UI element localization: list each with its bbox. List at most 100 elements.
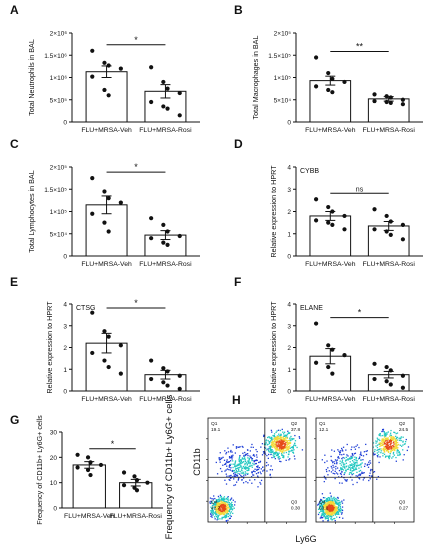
event-dot: [347, 459, 349, 461]
event-dot: [239, 446, 241, 448]
event-dot: [234, 462, 236, 465]
event-dot: [228, 501, 231, 504]
event-dot: [257, 466, 259, 468]
event-dot: [286, 437, 289, 439]
event-dot: [275, 441, 278, 443]
event-dot: [290, 446, 293, 449]
event-dot: [280, 434, 282, 436]
event-dot: [273, 444, 276, 446]
event-dot: [216, 516, 219, 518]
event-dot: [280, 433, 282, 435]
event-dot: [399, 444, 401, 446]
event-dot: [385, 444, 387, 446]
event-dot: [255, 459, 258, 461]
x-tick-label: FLU+MRSA-Veh: [64, 513, 115, 520]
y-tick-label: 1×10⁵: [50, 209, 68, 216]
event-dot: [272, 438, 274, 440]
event-dot: [345, 466, 347, 468]
event-dot: [285, 434, 287, 437]
event-dot: [322, 516, 324, 519]
data-point: [134, 488, 140, 493]
event-dot: [243, 455, 245, 457]
event-dot: [277, 438, 279, 440]
event-dot: [213, 516, 216, 518]
event-dot: [359, 469, 362, 472]
event-dot: [402, 459, 404, 461]
data-point: [330, 371, 335, 376]
event-dot: [226, 513, 228, 515]
event-dot: [378, 442, 380, 444]
event-dot: [325, 517, 327, 519]
event-dot: [356, 465, 358, 467]
event-dot: [339, 453, 341, 456]
event-dot: [394, 447, 396, 449]
data-point: [106, 334, 111, 339]
event-dot: [218, 512, 220, 515]
event-dot: [225, 505, 227, 507]
event-dot: [330, 513, 332, 515]
event-dot: [323, 480, 325, 483]
event-dot: [391, 438, 393, 441]
event-dot: [221, 500, 223, 502]
event-dot: [336, 508, 338, 510]
event-dot: [268, 451, 270, 453]
event-dot: [218, 504, 220, 506]
x-tick-label: FLU+MRSA-Rosi: [110, 513, 163, 520]
event-dot: [325, 509, 327, 512]
x-axis-label: Ly6G: [295, 534, 316, 544]
event-dot: [384, 435, 387, 437]
event-dot: [327, 467, 329, 469]
event-dot: [234, 471, 237, 474]
event-dot: [216, 508, 218, 510]
event-dot: [277, 443, 280, 445]
event-dot: [342, 446, 345, 448]
event-dot: [247, 472, 249, 475]
event-dot: [226, 475, 228, 477]
event-dot: [234, 464, 236, 466]
event-dot: [266, 436, 269, 439]
event-dot: [340, 501, 342, 503]
event-dot: [320, 498, 322, 501]
panel-letter: H: [232, 393, 241, 407]
event-dot: [355, 457, 357, 460]
event-dot: [218, 507, 220, 510]
event-dot: [394, 445, 396, 447]
event-dot: [287, 443, 289, 446]
event-dot: [381, 444, 383, 447]
event-dot: [322, 514, 324, 516]
data-point: [388, 232, 393, 237]
event-dot: [218, 514, 220, 516]
event-dot: [346, 454, 348, 456]
event-dot: [378, 461, 380, 464]
event-dot: [268, 441, 270, 443]
event-dot: [336, 459, 339, 461]
data-point: [400, 97, 406, 102]
event-dot: [328, 501, 331, 503]
event-dot: [336, 499, 338, 501]
event-dot: [275, 454, 278, 457]
event-dot: [334, 470, 336, 472]
event-dot: [226, 497, 229, 499]
event-dot: [326, 517, 328, 520]
event-dot: [245, 472, 247, 474]
event-dot: [321, 506, 323, 508]
data-point: [388, 95, 393, 100]
event-dot: [334, 512, 337, 514]
event-dot: [244, 451, 246, 454]
data-point: [313, 321, 319, 326]
event-dot: [379, 456, 381, 458]
quadrant-label-q4: 63.1: [319, 505, 329, 511]
event-dot: [228, 461, 230, 463]
event-dot: [406, 449, 408, 452]
event-dot: [340, 464, 343, 466]
event-dot: [267, 464, 269, 466]
event-dot: [235, 465, 237, 467]
event-dot: [270, 453, 272, 456]
event-dot: [322, 501, 324, 503]
event-dot: [228, 517, 231, 520]
event-dot: [224, 503, 227, 505]
event-dot: [238, 473, 241, 475]
event-dot: [275, 450, 277, 452]
event-dot: [278, 456, 280, 458]
event-dot: [333, 511, 336, 513]
